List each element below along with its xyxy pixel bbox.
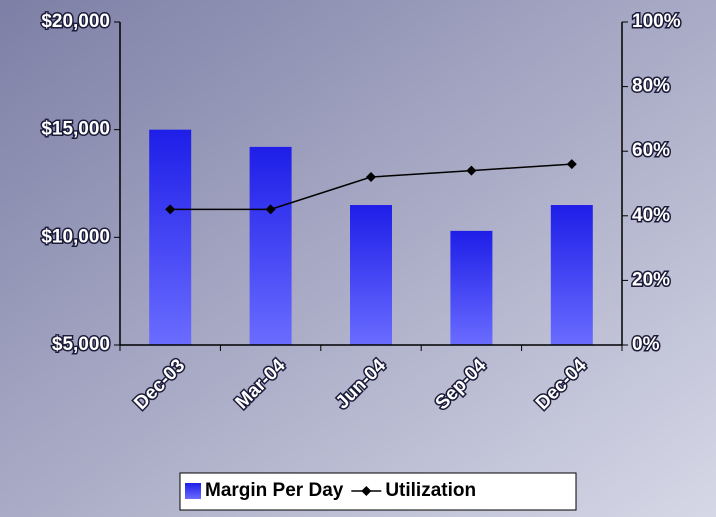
marker: [265, 204, 276, 215]
y-tick-label: $10,000: [41, 226, 110, 247]
y-tick-label: $15,000: [41, 119, 110, 140]
bar: [249, 146, 292, 345]
marker: [466, 165, 477, 176]
marker: [366, 172, 376, 183]
legend-marker: [361, 486, 372, 496]
y2-tick-label: 100%: [632, 11, 681, 32]
y-tick-label: $5,000: [52, 334, 110, 355]
legend-label: Utilization: [385, 480, 476, 501]
y2-tick-label: 40%: [632, 205, 670, 226]
y2-tick-label: 20%: [632, 269, 670, 290]
marker: [165, 204, 176, 215]
y2-tick-label: 0%: [632, 334, 660, 355]
y2-tick-label: 80%: [632, 76, 670, 97]
bar: [550, 205, 593, 345]
bar: [149, 129, 192, 345]
y-tick-label: $20,000: [41, 11, 110, 32]
marker: [566, 159, 577, 170]
bar: [450, 230, 493, 345]
y2-tick-label: 60%: [632, 140, 670, 161]
legend-swatch: [185, 483, 201, 499]
bar: [350, 205, 392, 345]
legend-label: Margin Per Day: [205, 480, 344, 501]
